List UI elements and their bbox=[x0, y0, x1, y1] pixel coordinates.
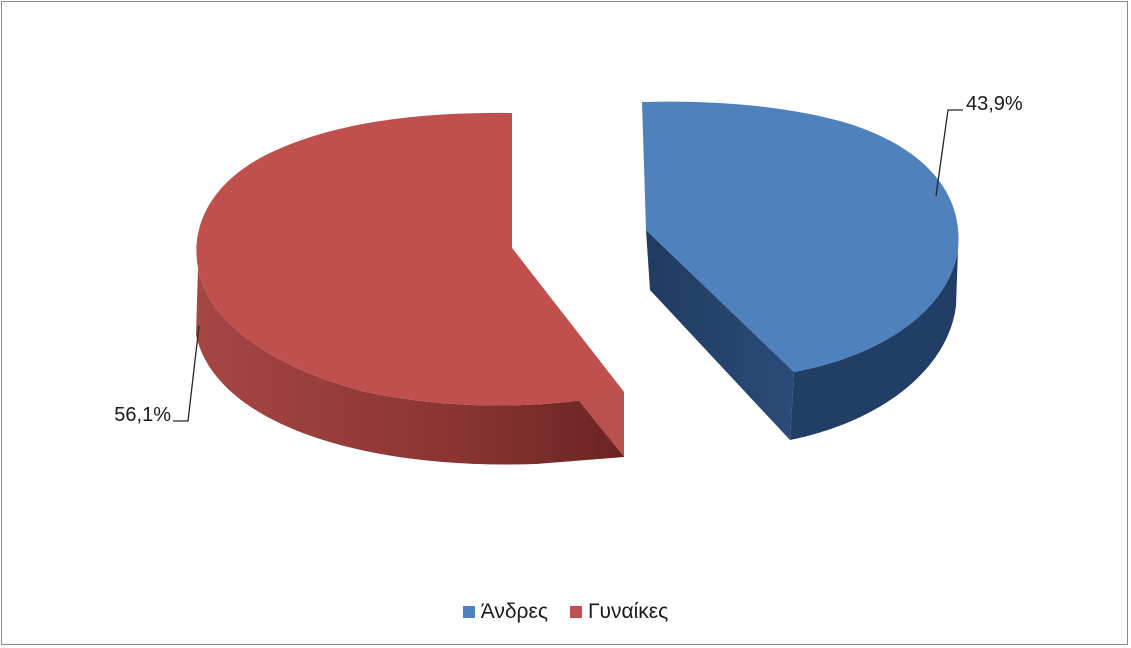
leader-line-gynaikes bbox=[173, 325, 200, 422]
slice-gynaikes-side bbox=[196, 268, 624, 465]
legend-item-gynaikes: Γυναίκες bbox=[569, 600, 669, 624]
legend-swatch-gynaikes bbox=[569, 606, 582, 618]
slice-andres-side-cut bbox=[646, 230, 794, 440]
legend-label-gynaikes: Γυναίκες bbox=[587, 600, 669, 623]
legend-swatch-andres bbox=[462, 606, 475, 618]
data-label-gynaikes: 56,1% bbox=[114, 404, 171, 426]
slice-gynaikes bbox=[196, 112, 625, 406]
slice-andres bbox=[642, 101, 959, 372]
leader-line-andres bbox=[935, 109, 963, 197]
legend-item-andres: Άνδρες bbox=[462, 600, 548, 624]
data-label-andres: 43,9% bbox=[966, 93, 1023, 115]
legend-label-andres: Άνδρες bbox=[480, 600, 548, 623]
slice-andres-side bbox=[790, 250, 958, 440]
legend: Άνδρες Γυναίκες bbox=[0, 600, 1131, 624]
